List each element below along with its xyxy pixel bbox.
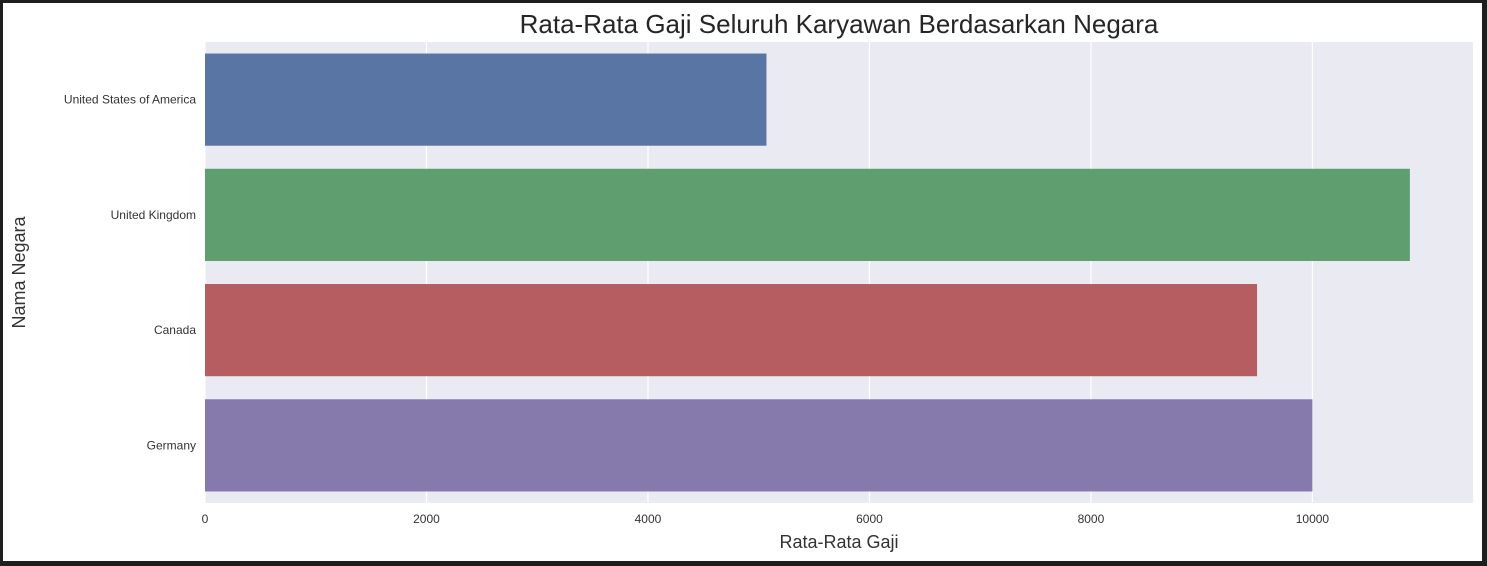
y-axis-label: Nama Negara [9,215,29,328]
y-tick-label-2: Canada [154,323,196,337]
bar-1 [205,168,1410,261]
y-tick-labels: United States of America United Kingdom Ca… [64,93,196,453]
x-tick-label-3: 6000 [856,512,883,526]
bar-chart: United States of America United Kingdom Ca… [9,9,1473,552]
x-tick-label-4: 8000 [1078,512,1105,526]
y-tick-label-0: United States of America [64,93,196,107]
y-tick-label-3: Germany [147,438,196,452]
bar-0 [205,53,767,146]
x-tick-label-5: 10000 [1296,512,1330,526]
chart-title: Rata-Rata Gaji Seluruh Karyawan Berdasar… [520,9,1159,39]
chart-frame: United States of America United Kingdom Ca… [3,3,1482,561]
x-tick-label-2: 4000 [635,512,662,526]
bar-2 [205,284,1258,377]
x-tick-label-1: 2000 [413,512,440,526]
y-tick-label-1: United Kingdom [111,208,196,222]
bar-3 [205,399,1313,492]
x-tick-labels: 0 2000 4000 6000 8000 10000 [202,512,1330,526]
x-tick-label-0: 0 [202,512,209,526]
bars [205,53,1410,492]
x-axis-label: Rata-Rata Gaji [779,532,898,552]
